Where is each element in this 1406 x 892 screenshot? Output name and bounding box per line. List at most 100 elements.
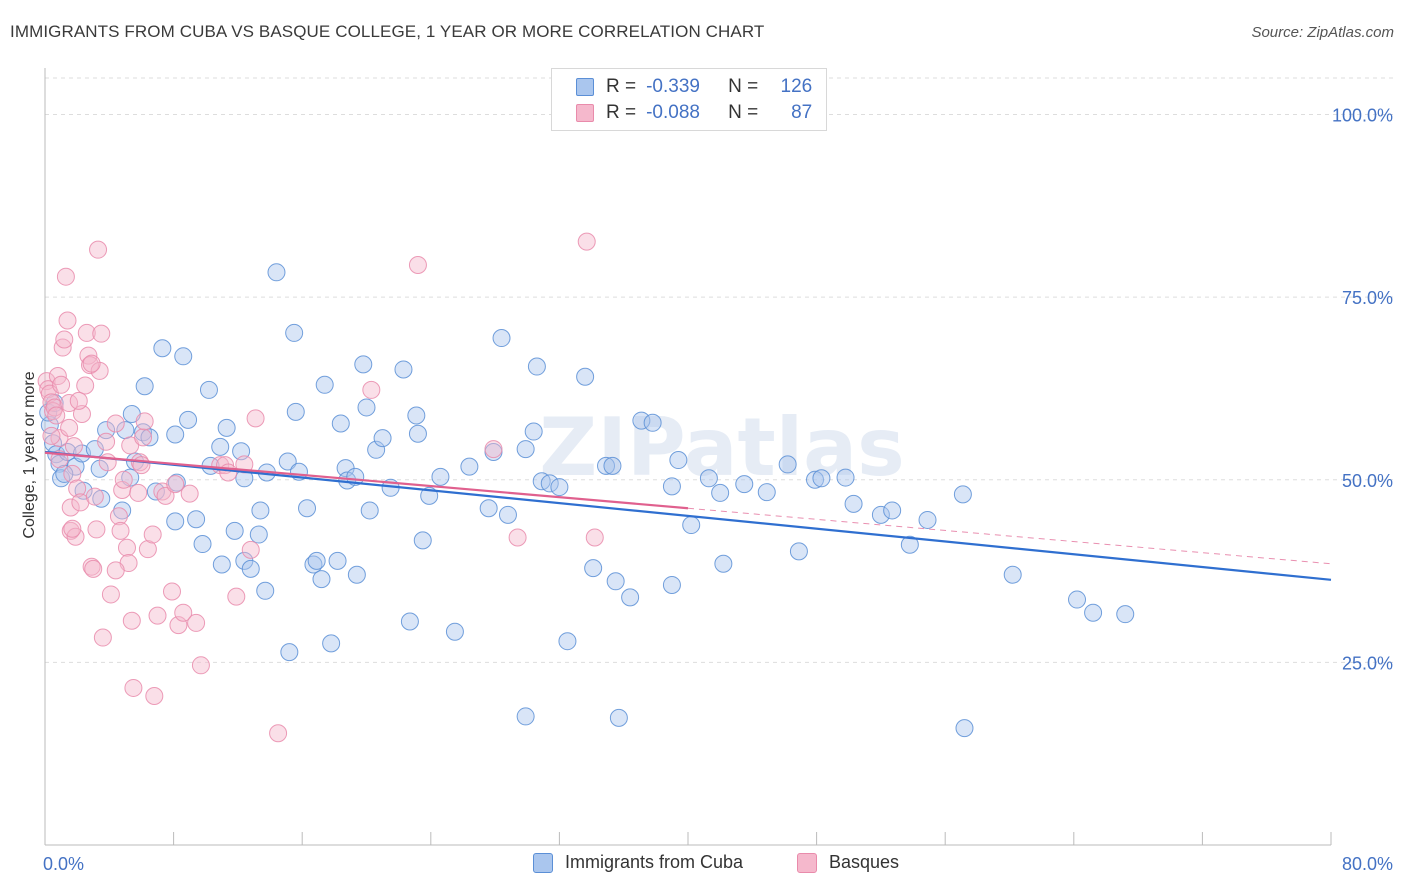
- cuba-point: [407, 406, 426, 425]
- basques-point: [219, 463, 238, 482]
- basques-point: [84, 559, 103, 578]
- cuba-point: [307, 551, 326, 570]
- y-tick-label: 50.0%: [1342, 471, 1393, 491]
- basques-point: [143, 525, 162, 544]
- cuba-point: [576, 367, 595, 386]
- cuba-point: [225, 521, 244, 540]
- stats-legend: R = -0.339 N = 126 R = -0.088 N = 87: [551, 68, 827, 131]
- basques-point: [148, 606, 167, 625]
- cuba-point: [603, 456, 622, 475]
- basques-point: [145, 686, 164, 705]
- cuba-point: [632, 411, 651, 430]
- r-label: R =: [606, 102, 637, 123]
- cuba-point: [1068, 590, 1087, 609]
- legend-label: Immigrants from Cuba: [565, 852, 744, 872]
- basques-point: [106, 414, 125, 433]
- x-tick-label: 0.0%: [43, 854, 84, 874]
- basques-point: [47, 406, 66, 425]
- r-label: R =: [606, 76, 637, 97]
- cuba-point: [479, 499, 498, 518]
- basques-point: [97, 432, 116, 451]
- cuba-point: [211, 437, 230, 456]
- basques-point: [269, 724, 288, 743]
- cuba-point: [682, 516, 701, 535]
- basques-point: [117, 538, 136, 557]
- cuba-point: [527, 357, 546, 376]
- basques-point: [63, 519, 82, 538]
- cuba-point: [135, 377, 154, 396]
- basques-point: [585, 528, 604, 547]
- cuba-point: [174, 347, 193, 366]
- n-label: N =: [728, 76, 759, 97]
- cuba-point: [883, 501, 902, 520]
- cuba-point: [900, 535, 919, 554]
- cuba-point: [778, 455, 797, 474]
- cuba-point: [328, 551, 347, 570]
- cuba-point: [643, 413, 662, 432]
- r-value: -0.088: [646, 102, 700, 123]
- cuba-point: [789, 542, 808, 561]
- basques-point: [162, 582, 181, 601]
- cuba-point: [662, 477, 681, 496]
- cuba-point: [322, 634, 341, 653]
- basques-point: [362, 380, 381, 399]
- tick-labels: 25.0% 50.0% 75.0% 100.0% 0.0% 80.0%: [43, 106, 1393, 874]
- legend-item-basques[interactable]: Basques: [797, 852, 899, 873]
- basques-point: [241, 540, 260, 559]
- cuba-point: [373, 429, 392, 448]
- basques-point: [132, 456, 151, 475]
- cuba-point: [662, 575, 681, 594]
- cuba-point: [606, 572, 625, 591]
- legend-row-basques: R = -0.088 N = 87: [576, 101, 812, 125]
- basques-point: [68, 479, 87, 498]
- cuba-point: [166, 512, 185, 531]
- cuba-point: [805, 470, 824, 489]
- cuba-point: [871, 505, 890, 524]
- cuba-point: [953, 485, 972, 504]
- cuba-point: [280, 643, 299, 662]
- cuba-point: [331, 414, 350, 433]
- cuba-point: [498, 505, 517, 524]
- cuba-point: [492, 329, 511, 348]
- basques-point: [64, 437, 83, 456]
- cuba-point: [516, 440, 535, 459]
- basques-point: [111, 521, 130, 540]
- cuba-point: [714, 554, 733, 573]
- cuba-point: [550, 478, 569, 497]
- basques-point: [61, 498, 80, 517]
- cuba-point: [360, 501, 379, 520]
- cuba-point: [812, 469, 831, 488]
- cuba-point: [187, 510, 206, 529]
- n-value: 87: [791, 102, 813, 123]
- cuba-point: [304, 555, 323, 574]
- basques-point: [408, 256, 427, 275]
- basques-point: [114, 470, 133, 489]
- cuba-point: [431, 467, 450, 486]
- basques-point: [227, 587, 246, 606]
- cuba-point: [199, 380, 218, 399]
- cuba-swatch: [576, 78, 594, 96]
- x-tick-label: 80.0%: [1342, 854, 1393, 874]
- cuba-point: [460, 457, 479, 476]
- basques-trend-extension: [687, 507, 1332, 565]
- cuba-point: [357, 398, 376, 417]
- chart-title: IMMIGRANTS FROM CUBA VS BASQUE COLLEGE, …: [10, 22, 765, 41]
- cuba-point: [256, 581, 275, 600]
- cuba-point: [408, 424, 427, 443]
- basques-point: [508, 528, 527, 547]
- basques-point: [166, 475, 185, 494]
- basques-point: [484, 440, 503, 459]
- basques-point: [191, 656, 210, 675]
- cuba-point: [445, 622, 464, 641]
- trend-lines: [44, 450, 1332, 581]
- basques-point: [101, 585, 120, 604]
- basques-point: [174, 603, 193, 622]
- cuba-point: [597, 456, 616, 475]
- legend-item-cuba[interactable]: Immigrants from Cuba: [533, 852, 743, 873]
- cuba-point: [193, 535, 212, 554]
- cuba-point: [166, 425, 185, 444]
- cuba-point: [413, 531, 432, 550]
- cuba-point: [74, 481, 93, 500]
- cuba-point: [1116, 605, 1135, 624]
- cuba-point: [540, 474, 559, 493]
